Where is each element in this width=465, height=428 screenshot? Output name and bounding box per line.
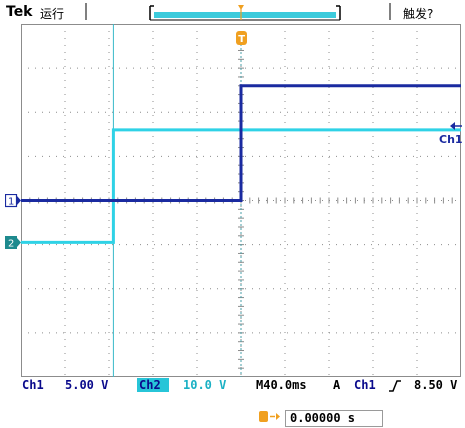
- top-status-bar: Tek 运行 触发?: [0, 0, 465, 24]
- timebase: M40.0ms: [256, 378, 307, 392]
- ch1-name: Ch1: [22, 378, 44, 392]
- trigger-status: 触发?: [403, 7, 434, 21]
- ch2-ground-marker[interactable]: 2: [5, 236, 21, 250]
- rising-edge-icon: [389, 380, 401, 392]
- ch2-scale: 10.0 V: [183, 378, 227, 392]
- ch2-trace: [21, 128, 461, 244]
- brand-logo: Tek: [6, 4, 33, 20]
- svg-text:1: 1: [8, 197, 14, 208]
- svg-text:T: T: [238, 34, 245, 45]
- trigger-level: 8.50 V: [414, 378, 458, 392]
- trigger-position-marker[interactable]: T: [235, 31, 249, 47]
- svg-text:Ch1: Ch1: [439, 133, 463, 145]
- trigger-mode: A: [333, 378, 341, 392]
- waveform-display: [21, 24, 461, 377]
- record-position-indicator: [85, 3, 391, 21]
- acquisition-state: 运行: [40, 7, 65, 21]
- trigger-position-icon: [259, 411, 280, 422]
- ch2-name: Ch2: [139, 378, 161, 392]
- trigger-source: Ch1: [354, 378, 376, 392]
- trigger-time-field: [285, 410, 383, 427]
- ch1-scale: 5.00 V: [65, 378, 109, 392]
- ch1-trigger-level-marker[interactable]: Ch1: [436, 121, 465, 145]
- trigger-time-value: 0.00000 s: [290, 411, 356, 425]
- ch1-ground-marker[interactable]: 1: [5, 194, 21, 208]
- svg-text:2: 2: [8, 239, 14, 250]
- ch1-trace: [21, 84, 461, 202]
- ch2-name-badge: [137, 378, 169, 392]
